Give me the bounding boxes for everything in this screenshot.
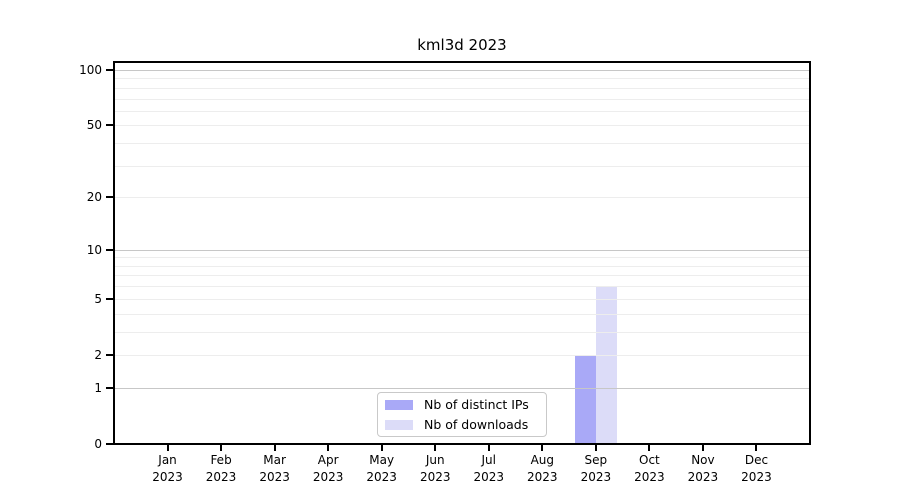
bar-downloads-sep — [595, 286, 617, 444]
x-tick-label-nov: Nov 2023 — [671, 452, 735, 486]
gridline-7 — [114, 275, 810, 276]
x-tick-year: 2023 — [741, 470, 772, 484]
y-tick-label-1: 1 — [94, 380, 102, 395]
x-tick-month: May — [369, 453, 395, 467]
gridline-20 — [114, 197, 810, 198]
gridline-50 — [114, 125, 810, 126]
x-tick-month: Dec — [744, 453, 769, 467]
x-tick-month: Sep — [584, 453, 608, 467]
x-tick-year: 2023 — [473, 470, 505, 484]
gridline-100 — [114, 70, 810, 71]
y-tick-2 — [106, 353, 114, 356]
x-tick-label-may: May 2023 — [350, 452, 414, 486]
gridline-60 — [114, 111, 810, 112]
gridline-30 — [114, 166, 810, 167]
bar-distinct-ips-sep — [574, 354, 596, 444]
x-tick-month: Apr — [317, 453, 339, 467]
x-tick-sep — [594, 444, 597, 451]
x-tick-dec — [755, 444, 758, 451]
x-tick-label-jul: Jul 2023 — [457, 452, 521, 486]
x-tick-month: Jul — [481, 453, 496, 467]
x-tick-month: Mar — [263, 453, 286, 467]
x-tick-label-sep: Sep 2023 — [564, 452, 628, 486]
x-tick-year: 2023 — [312, 470, 344, 484]
x-tick-aug — [541, 444, 544, 451]
y-tick-10 — [106, 248, 114, 251]
y-tick-label-5: 5 — [94, 291, 102, 306]
x-tick-label-jan: Jan 2023 — [136, 452, 200, 486]
x-tick-month: Feb — [210, 453, 232, 467]
x-tick-year: 2023 — [687, 470, 719, 484]
gridline-10 — [114, 250, 810, 251]
x-tick-may — [380, 444, 383, 451]
gridline-3 — [114, 332, 810, 333]
gridline-2 — [114, 355, 810, 356]
y-tick-label-10: 10 — [86, 242, 102, 257]
x-tick-month: Nov — [691, 453, 715, 467]
x-tick-label-jun: Jun 2023 — [403, 452, 467, 486]
legend-label: Nb of downloads — [424, 417, 529, 432]
y-tick-1 — [106, 386, 114, 389]
legend: Nb of distinct IPs Nb of downloads — [377, 392, 547, 437]
x-tick-year: 2023 — [259, 470, 290, 484]
x-tick-label-feb: Feb 2023 — [189, 452, 253, 486]
chart-title: kml3d 2023 — [417, 36, 507, 54]
x-tick-mar — [273, 444, 276, 451]
y-tick-label-2: 2 — [94, 347, 102, 362]
x-tick-label-dec: Dec 2023 — [724, 452, 788, 486]
x-tick-month: Oct — [639, 453, 660, 467]
gridline-5 — [114, 299, 810, 300]
y-tick-20 — [106, 196, 114, 199]
x-tick-year: 2023 — [366, 470, 397, 484]
gridline-1 — [114, 388, 810, 389]
x-tick-month: Aug — [530, 453, 555, 467]
x-tick-label-mar: Mar 2023 — [243, 452, 307, 486]
x-tick-year: 2023 — [205, 470, 237, 484]
legend-item-downloads: Nb of downloads — [385, 415, 546, 435]
y-tick-50 — [106, 124, 114, 127]
legend-label: Nb of distinct IPs — [424, 397, 529, 412]
x-tick-apr — [327, 444, 330, 451]
gridline-80 — [114, 88, 810, 89]
legend-swatch — [385, 419, 413, 430]
x-tick-jun — [434, 444, 437, 451]
gridline-4 — [114, 314, 810, 315]
x-tick-nov — [701, 444, 704, 451]
x-tick-year: 2023 — [152, 470, 183, 484]
x-tick-oct — [648, 444, 651, 451]
gridline-6 — [114, 286, 810, 287]
x-tick-jul — [487, 444, 490, 451]
plot-area — [114, 62, 810, 444]
gridline-8 — [114, 266, 810, 267]
x-tick-label-apr: Apr 2023 — [296, 452, 360, 486]
x-tick-label-aug: Aug 2023 — [510, 452, 574, 486]
x-tick-jan — [166, 444, 169, 451]
x-tick-year: 2023 — [419, 470, 451, 484]
legend-swatch — [385, 399, 413, 410]
y-tick-label-100: 100 — [79, 63, 102, 77]
y-tick-label-50: 50 — [86, 118, 102, 133]
y-tick-5 — [106, 297, 114, 300]
x-tick-year: 2023 — [580, 470, 612, 484]
x-tick-year: 2023 — [634, 470, 665, 484]
x-tick-label-oct: Oct 2023 — [617, 452, 681, 486]
gridline-70 — [114, 99, 810, 100]
y-tick-100 — [106, 69, 114, 71]
x-tick-month: Jan — [158, 453, 177, 467]
x-tick-month: Jun — [425, 453, 445, 467]
y-tick-0 — [106, 443, 114, 445]
gridline-40 — [114, 143, 810, 144]
gridline-9 — [114, 257, 810, 258]
y-tick-label-0: 0 — [94, 437, 102, 451]
gridline-90 — [114, 78, 810, 79]
x-tick-year: 2023 — [527, 470, 558, 484]
legend-item-distinct-ips: Nb of distinct IPs — [385, 395, 546, 415]
x-tick-feb — [220, 444, 223, 451]
y-tick-label-20: 20 — [86, 190, 102, 205]
